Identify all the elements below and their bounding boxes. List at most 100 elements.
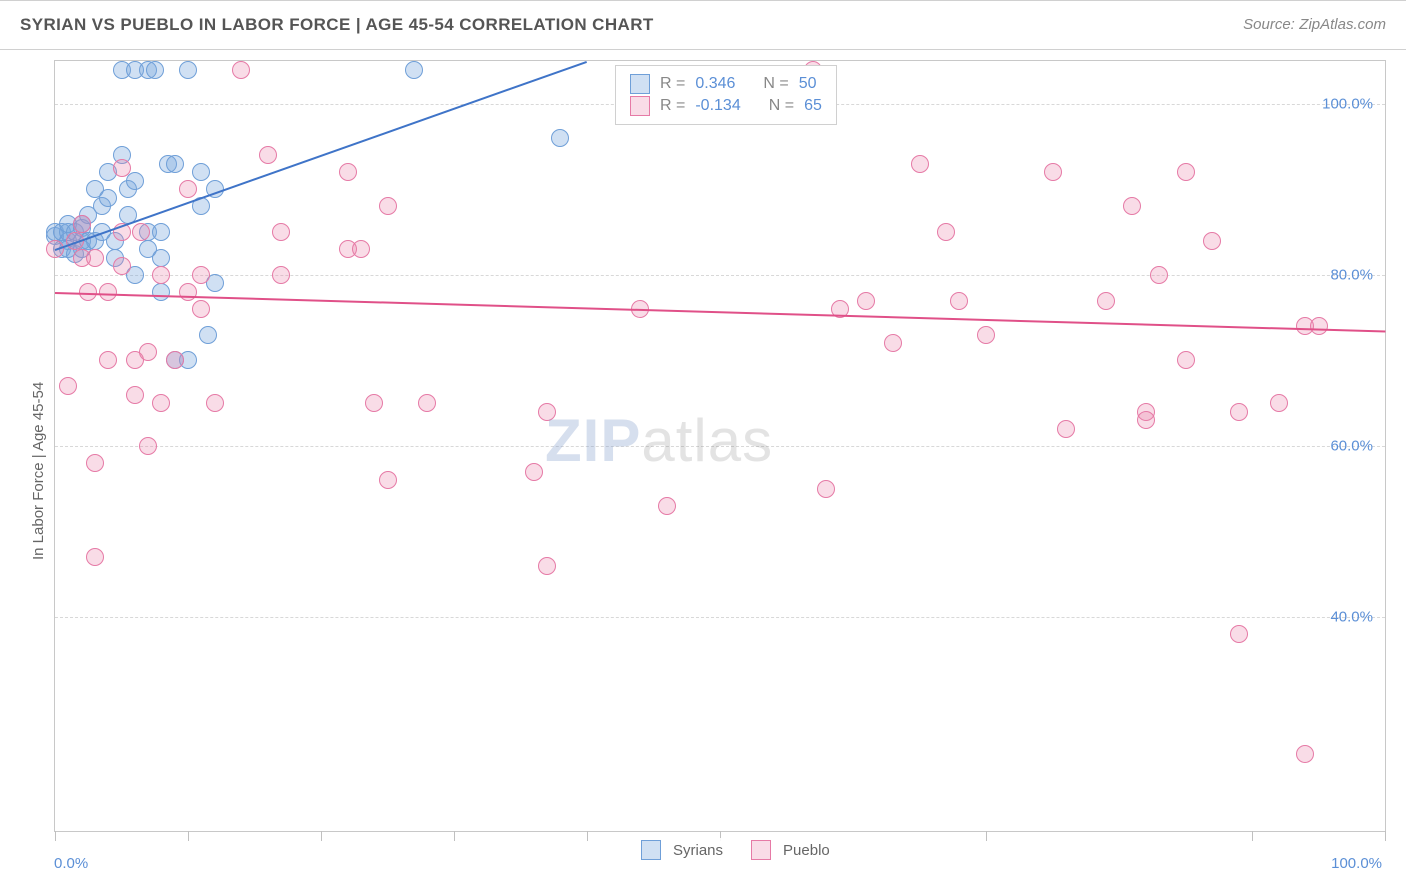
data-point (1296, 745, 1314, 763)
trend-line (55, 292, 1385, 333)
data-point (1177, 351, 1195, 369)
data-point (911, 155, 929, 173)
legend-r-value: 0.346 (695, 75, 735, 93)
gridline (55, 446, 1385, 447)
data-point (857, 292, 875, 310)
x-axis-max-label: 100.0% (1331, 855, 1382, 872)
legend-series-label: Pueblo (783, 842, 830, 859)
data-point (192, 163, 210, 181)
data-point (272, 223, 290, 241)
data-point (192, 266, 210, 284)
data-point (232, 61, 250, 79)
data-point (1230, 625, 1248, 643)
data-point (99, 283, 117, 301)
data-point (86, 454, 104, 472)
data-point (179, 61, 197, 79)
legend-correlation-box: R = 0.346 N = 50R = -0.134 N = 65 (615, 65, 837, 125)
data-point (551, 129, 569, 147)
data-point (1150, 266, 1168, 284)
legend-n-value: 65 (804, 97, 822, 115)
data-point (99, 351, 117, 369)
data-point (538, 403, 556, 421)
data-point (166, 351, 184, 369)
data-point (379, 471, 397, 489)
y-axis-title: In Labor Force | Age 45-54 (30, 382, 47, 560)
legend-series-label: Syrians (673, 842, 723, 859)
gridline (55, 617, 1385, 618)
data-point (525, 463, 543, 481)
data-point (113, 159, 131, 177)
data-point (977, 326, 995, 344)
data-point (179, 283, 197, 301)
data-point (1177, 163, 1195, 181)
data-point (1230, 403, 1248, 421)
data-point (113, 257, 131, 275)
chart-plot-area: ZIPatlas R =0.346N =50R =-0.134N =65 Syr… (54, 60, 1386, 832)
x-tick (1385, 831, 1386, 841)
data-point (1270, 394, 1288, 412)
data-point (1097, 292, 1115, 310)
data-point (937, 223, 955, 241)
data-point (146, 61, 164, 79)
data-point (86, 548, 104, 566)
data-point (206, 394, 224, 412)
data-point (179, 180, 197, 198)
data-point (139, 343, 157, 361)
y-tick-label: 100.0% (1322, 95, 1373, 112)
x-axis-min-label: 0.0% (54, 855, 88, 872)
legend-series: Syrians Pueblo (635, 838, 852, 862)
data-point (152, 283, 170, 301)
x-tick (55, 831, 56, 841)
watermark: ZIPatlas (545, 406, 773, 475)
data-point (1310, 317, 1328, 335)
x-tick (986, 831, 987, 841)
data-point (192, 300, 210, 318)
legend-swatch (630, 74, 650, 94)
data-point (152, 223, 170, 241)
data-point (99, 189, 117, 207)
data-point (884, 334, 902, 352)
legend-n-label: N = (763, 75, 788, 93)
x-tick (587, 831, 588, 841)
legend-r-value: -0.134 (695, 97, 740, 115)
data-point (352, 240, 370, 258)
data-point (658, 497, 676, 515)
data-point (272, 266, 290, 284)
data-point (365, 394, 383, 412)
trend-line (55, 61, 588, 251)
data-point (126, 386, 144, 404)
data-point (199, 326, 217, 344)
data-point (166, 155, 184, 173)
data-point (405, 61, 423, 79)
data-point (418, 394, 436, 412)
data-point (139, 437, 157, 455)
legend-correlation-row: R =-0.134N =65 (630, 96, 822, 116)
data-point (126, 172, 144, 190)
data-point (538, 557, 556, 575)
data-point (73, 215, 91, 233)
title-bar: SYRIAN VS PUEBLO IN LABOR FORCE | AGE 45… (0, 0, 1406, 50)
data-point (1057, 420, 1075, 438)
data-point (152, 266, 170, 284)
legend-swatch (641, 840, 661, 860)
legend-n-value: 50 (799, 75, 817, 93)
data-point (1137, 411, 1155, 429)
x-tick (454, 831, 455, 841)
x-tick (321, 831, 322, 841)
data-point (1044, 163, 1062, 181)
legend-correlation-row: R = 0.346 N = 50 (630, 74, 822, 94)
x-tick (188, 831, 189, 841)
data-point (132, 223, 150, 241)
data-point (259, 146, 277, 164)
y-tick-label: 80.0% (1330, 266, 1373, 283)
data-point (152, 249, 170, 267)
legend-swatch (751, 840, 771, 860)
source-text: Source: ZipAtlas.com (1243, 16, 1386, 34)
x-tick (1252, 831, 1253, 841)
gridline (55, 275, 1385, 276)
data-point (59, 377, 77, 395)
legend-n-label: N = (769, 97, 794, 115)
y-tick-label: 40.0% (1330, 609, 1373, 626)
legend-r-label: R = (660, 75, 685, 93)
data-point (817, 480, 835, 498)
